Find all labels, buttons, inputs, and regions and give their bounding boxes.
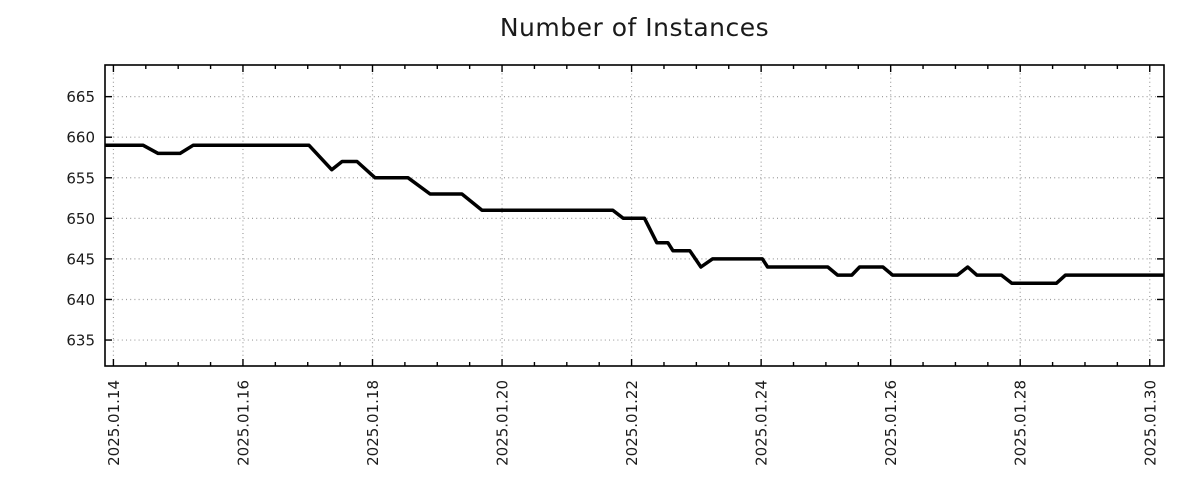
x-tick-label: 2025.01.20 <box>494 380 512 466</box>
x-tick-label: 2025.01.24 <box>753 380 771 466</box>
y-tick-label: 640 <box>66 291 95 309</box>
x-tick-label: 2025.01.26 <box>882 380 900 466</box>
chart-title: Number of Instances <box>499 13 770 42</box>
y-tick-label: 660 <box>66 129 95 147</box>
x-tick-label: 2025.01.30 <box>1141 380 1159 466</box>
y-tick-label: 650 <box>66 210 95 228</box>
x-tick-label: 2025.01.28 <box>1012 380 1030 466</box>
y-tick-label: 645 <box>66 250 95 268</box>
plot-border <box>104 64 1165 367</box>
x-tick-label: 2025.01.14 <box>105 380 123 466</box>
x-tick-label: 2025.01.16 <box>234 380 252 466</box>
x-tick-label: 2025.01.18 <box>364 380 382 466</box>
y-tick-label: 665 <box>66 88 95 106</box>
x-tick-label: 2025.01.22 <box>623 380 641 466</box>
series-line <box>105 143 1164 285</box>
y-tick-label: 655 <box>66 169 95 187</box>
y-tick-label: 635 <box>66 332 95 350</box>
